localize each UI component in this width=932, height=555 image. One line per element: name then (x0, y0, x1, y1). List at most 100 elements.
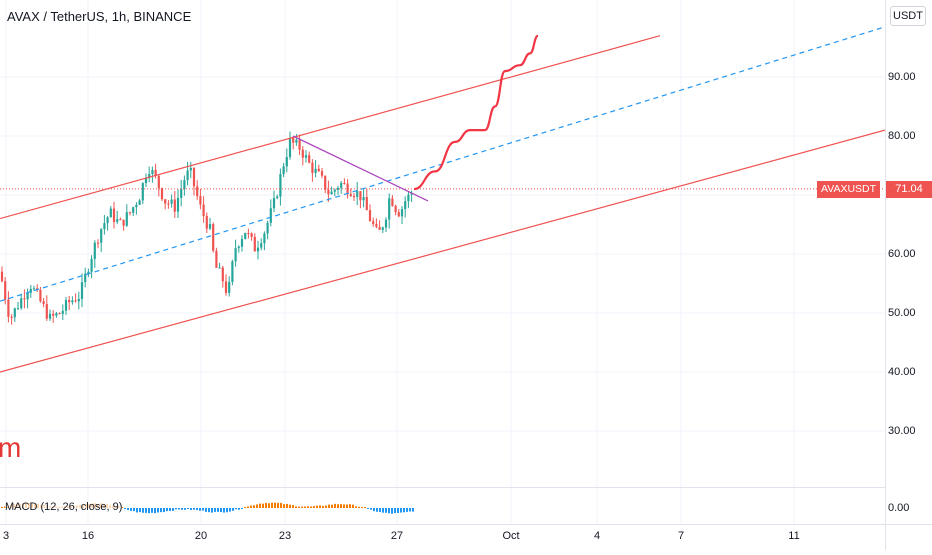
macd-bar (412, 508, 414, 512)
candle-body (112, 208, 116, 222)
candle-body (173, 199, 176, 212)
candle-body (122, 219, 125, 226)
macd-bar (388, 508, 390, 514)
candle-body (199, 196, 202, 205)
candle-body (359, 191, 362, 201)
candle-body (148, 173, 151, 178)
macd-bar (280, 502, 282, 508)
candle-body (68, 300, 71, 303)
macd-bar (283, 504, 285, 508)
macd-bar (238, 508, 240, 510)
candle-body (208, 224, 212, 229)
price-tick-label: 40.00 (888, 366, 916, 378)
time-label: 27 (390, 530, 404, 542)
candle-body (260, 243, 263, 248)
candle-body (221, 267, 224, 282)
candle-body (263, 233, 266, 244)
currency-button[interactable]: USDT (890, 6, 926, 26)
price-tick-label: 50.00 (888, 307, 916, 319)
macd-bar (175, 508, 177, 510)
candle-body (55, 313, 58, 316)
candle-body (215, 250, 218, 268)
macd-bar (346, 504, 348, 508)
macd-bar (370, 508, 372, 510)
macd-bar (409, 508, 411, 512)
macd-bar (247, 506, 249, 508)
candle-body (324, 175, 327, 190)
candle-body (71, 300, 74, 303)
macd-bar (304, 506, 306, 508)
macd-bar (313, 506, 315, 508)
macd-indicator-label[interactable]: MACD (12, 26, close, 9) (5, 501, 123, 513)
macd-bar (172, 508, 174, 511)
channel-upper-line (0, 35, 661, 220)
price-chart[interactable] (0, 0, 886, 550)
macd-bar (181, 508, 183, 510)
macd-bar (316, 505, 318, 508)
macd-bar (322, 505, 324, 508)
candle-body (13, 308, 16, 318)
chart-area[interactable] (0, 0, 886, 550)
macd-bar (373, 508, 375, 512)
macd-bar (229, 508, 231, 512)
macd-bar (232, 508, 234, 511)
candle-body (397, 212, 400, 217)
candle-body (16, 308, 20, 310)
candle-body (234, 248, 237, 262)
candle-body (391, 198, 394, 206)
candle-body (192, 167, 196, 187)
candle-body (269, 208, 272, 223)
candle-body (292, 138, 295, 143)
candle-body (180, 189, 183, 198)
candle-body (106, 217, 109, 224)
candle-body (138, 200, 141, 205)
candle-body (228, 281, 231, 293)
candle-body (125, 212, 128, 226)
time-label: 20 (194, 530, 208, 542)
macd-bar (250, 505, 252, 508)
macd-bar (328, 504, 330, 508)
macd-bar (235, 508, 237, 510)
candle-body (317, 168, 320, 172)
candle-body (96, 242, 100, 244)
candle-body (330, 191, 333, 195)
candle-body (93, 242, 96, 259)
candle-body (26, 292, 29, 300)
candle-body (410, 193, 413, 195)
candle-body (48, 313, 52, 319)
candle-body (333, 189, 336, 192)
macd-bar (382, 508, 384, 513)
macd-bar (151, 508, 153, 513)
candle-body (218, 267, 221, 269)
macd-bar (319, 505, 321, 508)
candle-body (308, 155, 311, 163)
candle-body (186, 170, 189, 181)
candle-body (375, 223, 378, 227)
candle-body (74, 300, 77, 302)
macd-bar (136, 508, 138, 513)
macd-bar (364, 507, 366, 508)
candle-body (100, 229, 103, 243)
macd-bar (325, 505, 327, 508)
candle-body (23, 298, 26, 300)
price-scale[interactable] (885, 0, 932, 550)
candle-body (29, 288, 32, 293)
time-label: 23 (278, 530, 292, 542)
macd-bar (244, 507, 246, 508)
candle-body (384, 219, 388, 228)
candle-body (160, 188, 164, 200)
macd-bar (124, 508, 126, 509)
macd-bar (208, 508, 210, 513)
candle-body (320, 171, 324, 176)
candle-body (77, 298, 80, 302)
candle-body (237, 246, 240, 249)
candle-body (135, 204, 138, 208)
candle-body (282, 166, 285, 175)
candle-body (84, 273, 87, 283)
pane-divider[interactable] (0, 487, 885, 488)
candle-body (231, 261, 234, 282)
candle-body (202, 204, 205, 217)
candle-body (244, 232, 247, 239)
symbol-title[interactable]: AVAX / TetherUS, 1h, BINANCE (7, 9, 192, 24)
macd-bar (130, 508, 132, 511)
